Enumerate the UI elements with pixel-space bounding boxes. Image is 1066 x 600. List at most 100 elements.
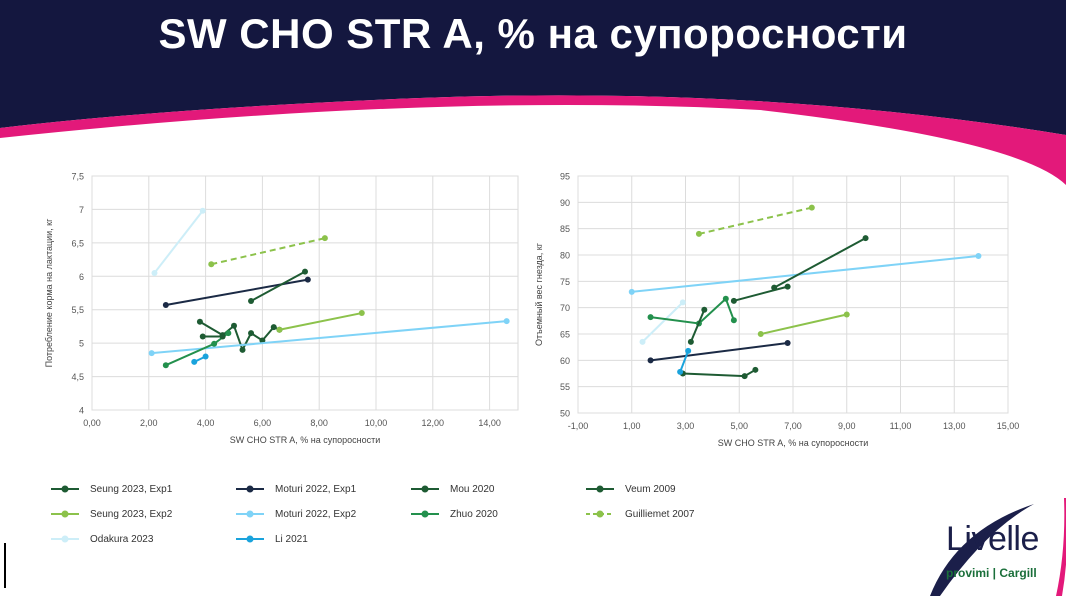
data-point xyxy=(162,302,169,309)
y-tick-label: 60 xyxy=(560,356,570,366)
data-point xyxy=(219,333,226,340)
series-seung-2023-exp2 xyxy=(757,311,850,337)
data-point xyxy=(199,333,206,340)
legend-label: Guilliemet 2007 xyxy=(625,508,695,520)
series-line xyxy=(773,237,867,289)
x-axis-label: SW CHO STR A, % на супоросности xyxy=(718,438,869,448)
data-point xyxy=(975,253,982,260)
series-moturi-2022-exp1 xyxy=(647,339,791,364)
data-point xyxy=(808,204,815,211)
legend-item: Mou 2020 xyxy=(410,480,494,498)
data-point xyxy=(358,310,365,317)
data-point xyxy=(270,324,277,331)
plot-area xyxy=(91,175,519,411)
series-zhuo-2020 xyxy=(647,295,737,327)
series-line xyxy=(153,210,204,274)
series-line xyxy=(165,278,309,307)
logo-brand-text: Livelle xyxy=(946,520,1039,558)
data-point xyxy=(757,331,764,337)
y-tick-label: 6 xyxy=(79,272,84,282)
y-tick-label: 7,5 xyxy=(71,172,84,182)
data-point xyxy=(843,311,850,318)
legend-swatch xyxy=(586,485,614,493)
y-tick-label: 5 xyxy=(79,339,84,349)
data-point xyxy=(741,373,748,380)
x-axis-label: SW CHO STR A, % на супоросности xyxy=(230,435,381,445)
x-tick-label: 6,00 xyxy=(254,418,272,428)
page-title: SW CHO STR A, % на супоросности xyxy=(158,10,908,57)
legend-item: Veum 2009 xyxy=(585,480,676,498)
series-line xyxy=(250,270,306,302)
series-moturi-2022-exp2 xyxy=(628,253,982,295)
legend-item: Li 2021 xyxy=(235,530,308,548)
legend-item: Guilliemet 2007 xyxy=(585,505,694,523)
data-point xyxy=(248,298,255,305)
slide-edge-marker xyxy=(4,543,6,588)
series-line xyxy=(760,313,847,335)
series-mou-2020 xyxy=(771,235,869,291)
legend-label: Seung 2023, Exp2 xyxy=(90,508,173,520)
legend-label: Mou 2020 xyxy=(450,483,495,495)
legend-label: Moturi 2022, Exp1 xyxy=(275,483,357,495)
series-line xyxy=(679,350,690,373)
data-point xyxy=(211,340,218,347)
chart-feed-intake: 4 4,5 5 5,5 6 6,5 7 7,5 0,00 2,00 4,00 6,00 8,00 10,0… xyxy=(44,172,519,445)
series-line xyxy=(689,309,706,343)
series-moturi-2022-exp2 xyxy=(148,318,510,357)
legend-label: Moturi 2022, Exp2 xyxy=(275,508,357,520)
y-tick-label: 65 xyxy=(560,330,570,340)
series-mou-2020 xyxy=(248,268,308,305)
legend-item: Moturi 2022, Exp1 xyxy=(235,480,356,498)
legend-swatch xyxy=(411,485,439,493)
series-line xyxy=(650,296,735,325)
legend-label: Li 2021 xyxy=(275,533,308,545)
series-line xyxy=(733,285,788,302)
x-tick-label: 11,00 xyxy=(890,421,912,431)
x-tick-label: 15,00 xyxy=(997,421,1020,431)
data-point xyxy=(321,235,328,242)
y-tick-label: 90 xyxy=(560,198,570,208)
legend-item: Seung 2023, Exp2 xyxy=(50,505,172,523)
header-background xyxy=(0,0,1066,135)
series-line xyxy=(151,320,507,355)
data-point xyxy=(677,368,684,375)
legend-label: Zhuo 2020 xyxy=(450,508,498,520)
legend: Seung 2023, Exp1 Moturi 2022, Exp1 Mou 202… xyxy=(0,470,900,570)
y-tick-label: 75 xyxy=(560,277,570,287)
y-tick-label: 95 xyxy=(560,172,570,182)
x-tick-label: 9,00 xyxy=(838,421,856,431)
data-point xyxy=(259,337,266,344)
legend-swatch xyxy=(236,485,264,493)
data-point xyxy=(862,235,869,242)
x-tick-label: 8,00 xyxy=(310,418,328,428)
data-point xyxy=(248,330,255,337)
x-tick-label: 1,00 xyxy=(623,421,641,431)
data-point xyxy=(639,338,646,345)
legend-item: Zhuo 2020 xyxy=(410,505,498,523)
data-point xyxy=(695,230,702,237)
series-guilliemet-2007 xyxy=(695,204,815,237)
data-point xyxy=(239,346,246,353)
y-tick-label: 4 xyxy=(79,406,84,416)
chart-litter-weight: 50 55 60 65 70 75 80 85 90 95 -1,00 1,00 3,00 5,00 7,0… xyxy=(534,172,1020,449)
data-point xyxy=(730,297,737,304)
data-point xyxy=(784,339,791,346)
y-tick-label: 5,5 xyxy=(71,305,84,315)
x-tick-label: 3,00 xyxy=(677,421,695,431)
y-tick-label: 70 xyxy=(560,303,570,313)
legend-item: Moturi 2022, Exp2 xyxy=(235,505,356,523)
legend-swatch xyxy=(236,510,264,518)
data-point xyxy=(276,326,283,333)
data-point xyxy=(225,330,232,337)
x-tick-label: -1,00 xyxy=(568,421,589,431)
logo-partner-text: provimi | Cargill xyxy=(946,566,1037,580)
legend-swatch xyxy=(51,535,79,543)
y-tick-label: 80 xyxy=(560,251,570,261)
data-point xyxy=(202,353,209,360)
data-point xyxy=(231,322,237,329)
data-point xyxy=(503,318,510,325)
data-point xyxy=(722,295,729,302)
data-point xyxy=(730,317,737,324)
legend-swatch xyxy=(411,510,439,518)
data-point xyxy=(196,318,203,325)
